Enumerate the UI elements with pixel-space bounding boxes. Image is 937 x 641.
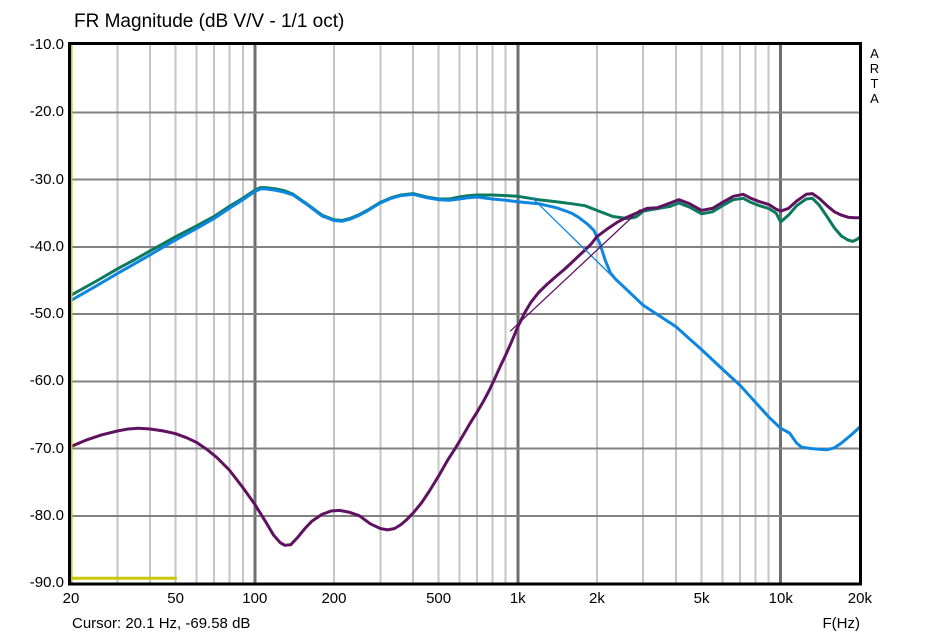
x-axis-unit-label: F(Hz) (822, 615, 861, 632)
series-lowpass-target-line (532, 197, 612, 276)
series-highpass-response (71, 192, 860, 547)
series-highpass-target-line (510, 209, 641, 332)
chart-title: FR Magnitude (dB V/V - 1/1 oct) (74, 11, 345, 32)
cursor-readout: Cursor: 20.1 Hz, -69.58 dB (72, 615, 251, 632)
series-summed-response (71, 186, 860, 297)
plot-border (68, 42, 862, 586)
series-lowpass-response (71, 187, 860, 452)
arta-watermark: ARTA (869, 46, 880, 106)
